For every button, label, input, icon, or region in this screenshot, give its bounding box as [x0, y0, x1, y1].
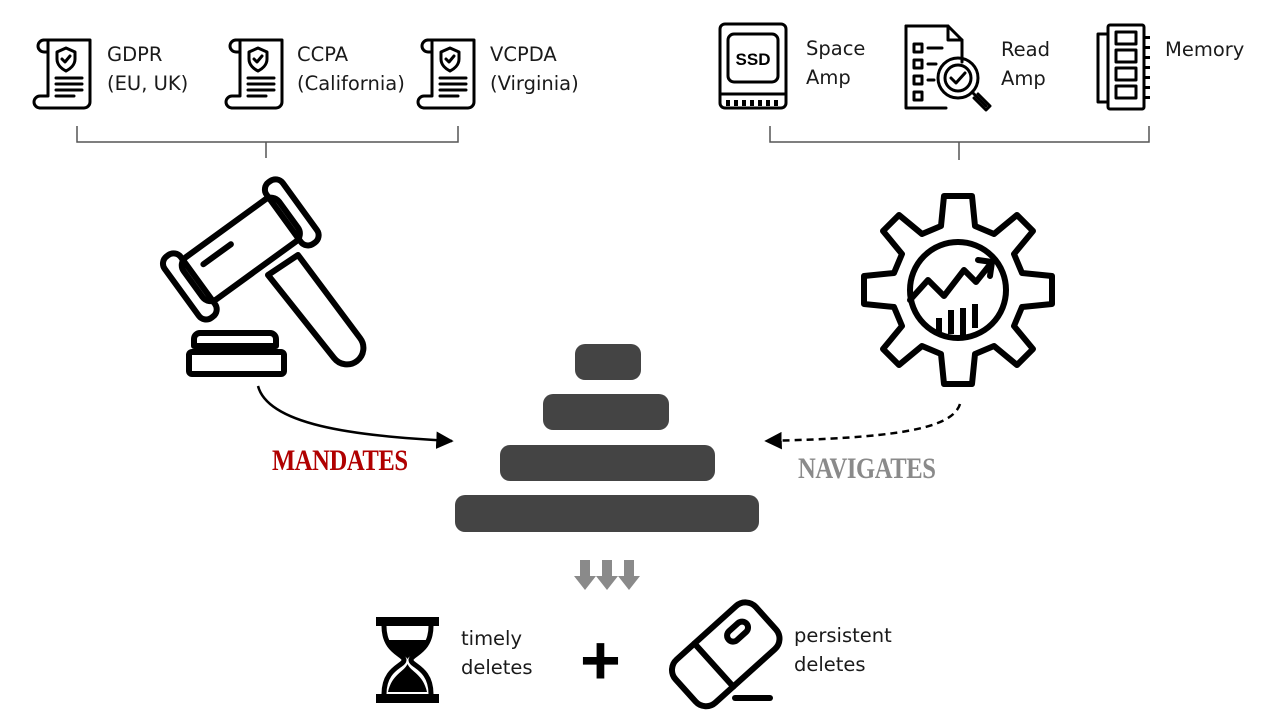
tree-level-3	[500, 445, 715, 481]
mandates-label: MANDATES	[272, 444, 408, 477]
regulation-label-ccpa: CCPA (California)	[297, 40, 405, 98]
tradeoffs-brace	[769, 126, 1150, 160]
eraser-icon	[668, 599, 783, 710]
gavel-icon	[159, 176, 367, 377]
down-arrows-icon	[574, 560, 640, 590]
tree-level-2	[543, 394, 669, 430]
navigates-label: NAVIGATES	[798, 452, 936, 485]
tree-level-4	[455, 495, 759, 532]
tree-level-1	[575, 344, 641, 380]
tradeoff-line: Amp	[1001, 67, 1046, 90]
magnifier-checklist-icon	[904, 24, 992, 112]
tradeoff-label-space-amp: Space Amp	[806, 34, 865, 92]
regulations-brace	[76, 126, 459, 158]
ssd-icon-text: SSD	[736, 50, 771, 69]
regulation-region: (EU, UK)	[107, 72, 189, 95]
tradeoff-label-memory: Memory	[1165, 35, 1244, 64]
tradeoff-line: Space	[806, 37, 866, 60]
regulation-document-icon-gdpr	[32, 38, 92, 110]
mandates-arrow	[256, 385, 454, 449]
outcome-line: deletes	[794, 653, 866, 676]
regulation-document-icon-ccpa	[224, 38, 284, 110]
outcome-line: timely	[461, 627, 523, 650]
regulation-label-vcpda: VCPDA (Virginia)	[490, 40, 579, 98]
plus-sign: +	[580, 621, 621, 699]
ssd-icon: SSD	[718, 22, 788, 110]
tradeoff-line: Memory	[1165, 38, 1245, 61]
tradeoff-label-read-amp: Read Amp	[1001, 35, 1050, 93]
persistent-deletes-label: persistent deletes	[794, 621, 892, 679]
outcome-line: deletes	[461, 656, 533, 679]
gear-growth-icon	[861, 193, 1055, 387]
regulation-region: (Virginia)	[490, 72, 579, 95]
timely-deletes-label: timely deletes	[461, 624, 533, 682]
regulation-name: VCPDA	[490, 43, 557, 66]
regulation-region: (California)	[297, 72, 405, 95]
memory-module-icon	[1096, 23, 1150, 111]
regulation-document-icon-vcpda	[416, 38, 476, 110]
outcome-line: persistent	[794, 624, 892, 647]
regulation-label-gdpr: GDPR (EU, UK)	[107, 40, 188, 98]
hourglass-icon	[376, 617, 439, 703]
tradeoff-line: Amp	[806, 66, 851, 89]
navigates-arrow	[764, 403, 962, 450]
tradeoff-line: Read	[1001, 38, 1050, 61]
regulation-name: GDPR	[107, 43, 163, 66]
regulation-name: CCPA	[297, 43, 349, 66]
